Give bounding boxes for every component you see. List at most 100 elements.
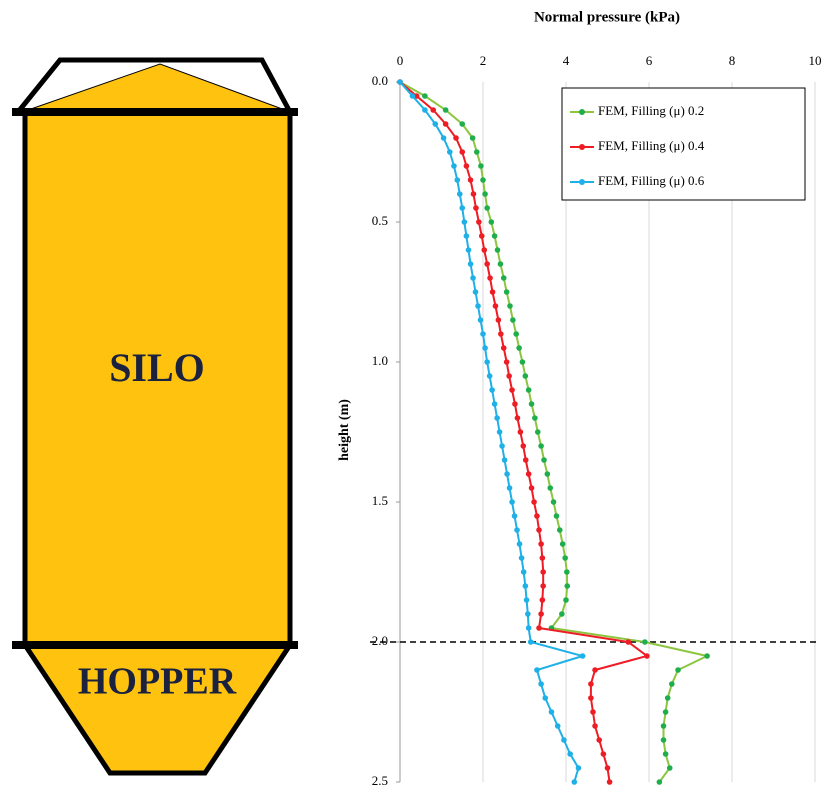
data-point — [520, 443, 526, 449]
data-point — [506, 373, 512, 379]
data-point — [454, 177, 460, 183]
data-point — [675, 667, 681, 673]
data-point — [494, 415, 500, 421]
data-point — [538, 541, 544, 547]
legend-label: FEM, Filling (μ) 0.6 — [598, 173, 705, 188]
data-point — [526, 387, 532, 393]
data-point — [644, 653, 650, 659]
x-tick-label: 0 — [397, 53, 404, 68]
data-point — [470, 275, 476, 281]
data-point — [667, 765, 673, 771]
data-point — [540, 583, 546, 589]
data-point — [523, 583, 529, 589]
data-point — [422, 107, 428, 113]
data-point — [557, 527, 563, 533]
x-tick-label: 6 — [646, 53, 653, 68]
data-point — [663, 709, 669, 715]
data-point — [501, 345, 507, 351]
data-point — [501, 275, 507, 281]
legend-marker — [579, 144, 585, 150]
data-point — [661, 737, 667, 743]
data-point — [447, 149, 453, 155]
data-point — [430, 107, 436, 113]
data-point — [489, 219, 495, 225]
data-point — [432, 121, 438, 127]
data-point — [669, 681, 675, 687]
data-point — [542, 695, 548, 701]
data-point — [590, 709, 596, 715]
data-point — [410, 93, 416, 99]
figure: SILO HOPPER Normal pressure (kPa) height… — [0, 0, 825, 793]
data-point — [509, 499, 515, 505]
data-point — [453, 135, 459, 141]
data-point — [580, 653, 586, 659]
data-point — [551, 499, 557, 505]
data-point — [605, 765, 611, 771]
silo-label: SILO — [109, 345, 205, 390]
data-point — [663, 751, 669, 757]
data-point — [499, 443, 505, 449]
data-point — [451, 163, 457, 169]
data-point — [531, 499, 537, 505]
data-point — [441, 135, 447, 141]
data-point — [473, 205, 479, 211]
data-point — [478, 163, 484, 169]
data-point — [534, 667, 540, 673]
data-point — [516, 345, 522, 351]
data-point — [457, 191, 463, 197]
data-point — [572, 779, 578, 785]
data-point — [536, 527, 542, 533]
data-point — [538, 611, 544, 617]
data-point — [493, 303, 499, 309]
data-point — [563, 597, 569, 603]
y-tick-label: 2.0 — [372, 633, 388, 648]
data-point — [470, 135, 476, 141]
data-point — [704, 653, 710, 659]
data-point — [443, 121, 449, 127]
chart-title: Normal pressure (kPa) — [534, 9, 680, 25]
data-point — [504, 289, 510, 295]
data-point — [596, 737, 602, 743]
data-point — [562, 555, 568, 561]
data-point — [519, 555, 525, 561]
data-point — [588, 695, 594, 701]
data-point — [468, 261, 474, 267]
data-point — [512, 401, 518, 407]
x-tick-label: 2 — [480, 53, 487, 68]
data-point — [397, 79, 403, 85]
series-line — [400, 82, 583, 782]
data-point — [464, 233, 470, 239]
data-point — [661, 723, 667, 729]
data-point — [540, 555, 546, 561]
data-point — [473, 289, 479, 295]
data-point — [526, 471, 532, 477]
data-point — [478, 317, 484, 323]
data-point — [504, 359, 510, 365]
data-point — [498, 331, 504, 337]
data-point — [642, 639, 648, 645]
data-point — [514, 527, 520, 533]
data-point — [507, 485, 513, 491]
data-point — [549, 709, 555, 715]
data-point — [523, 373, 529, 379]
data-point — [484, 261, 490, 267]
data-point — [462, 219, 468, 225]
data-point — [481, 247, 487, 253]
data-point — [601, 751, 607, 757]
x-tick-label: 8 — [729, 53, 736, 68]
data-point — [480, 177, 486, 183]
y-tick-label: 2.5 — [372, 773, 388, 788]
data-point — [474, 149, 480, 155]
data-point — [517, 541, 523, 547]
hopper-label: HOPPER — [78, 661, 237, 703]
data-point — [492, 401, 498, 407]
y-axis-label: height (m) — [337, 399, 352, 461]
data-point — [592, 723, 598, 729]
data-point — [526, 625, 532, 631]
data-point — [475, 303, 481, 309]
data-point — [532, 415, 538, 421]
data-point — [487, 373, 493, 379]
data-point — [459, 205, 465, 211]
data-point — [560, 541, 566, 547]
